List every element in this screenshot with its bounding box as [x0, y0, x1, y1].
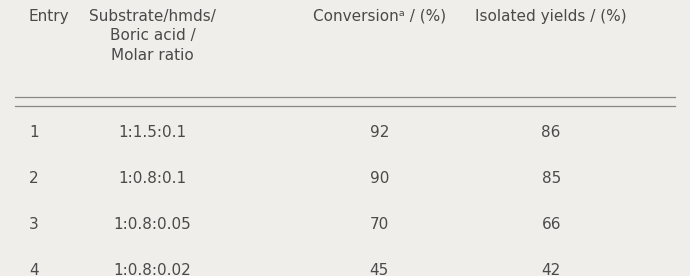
Text: 1:0.8:0.1: 1:0.8:0.1	[119, 171, 186, 186]
Text: Entry: Entry	[29, 9, 70, 24]
Text: Conversionᵃ / (%): Conversionᵃ / (%)	[313, 9, 446, 24]
Text: 42: 42	[542, 263, 561, 276]
Text: 1: 1	[29, 125, 39, 140]
Text: 70: 70	[370, 217, 389, 232]
Text: 85: 85	[542, 171, 561, 186]
Text: Substrate/hmds/
Boric acid /
Molar ratio: Substrate/hmds/ Boric acid / Molar ratio	[89, 9, 216, 63]
Text: 4: 4	[29, 263, 39, 276]
Text: 66: 66	[542, 217, 561, 232]
Text: 1:0.8:0.02: 1:0.8:0.02	[114, 263, 191, 276]
Text: 3: 3	[29, 217, 39, 232]
Text: 86: 86	[542, 125, 561, 140]
Text: Isolated yields / (%): Isolated yields / (%)	[475, 9, 627, 24]
Text: 45: 45	[370, 263, 389, 276]
Text: 90: 90	[370, 171, 389, 186]
Text: 1:1.5:0.1: 1:1.5:0.1	[119, 125, 186, 140]
Text: 92: 92	[370, 125, 389, 140]
Text: 1:0.8:0.05: 1:0.8:0.05	[114, 217, 191, 232]
Text: 2: 2	[29, 171, 39, 186]
